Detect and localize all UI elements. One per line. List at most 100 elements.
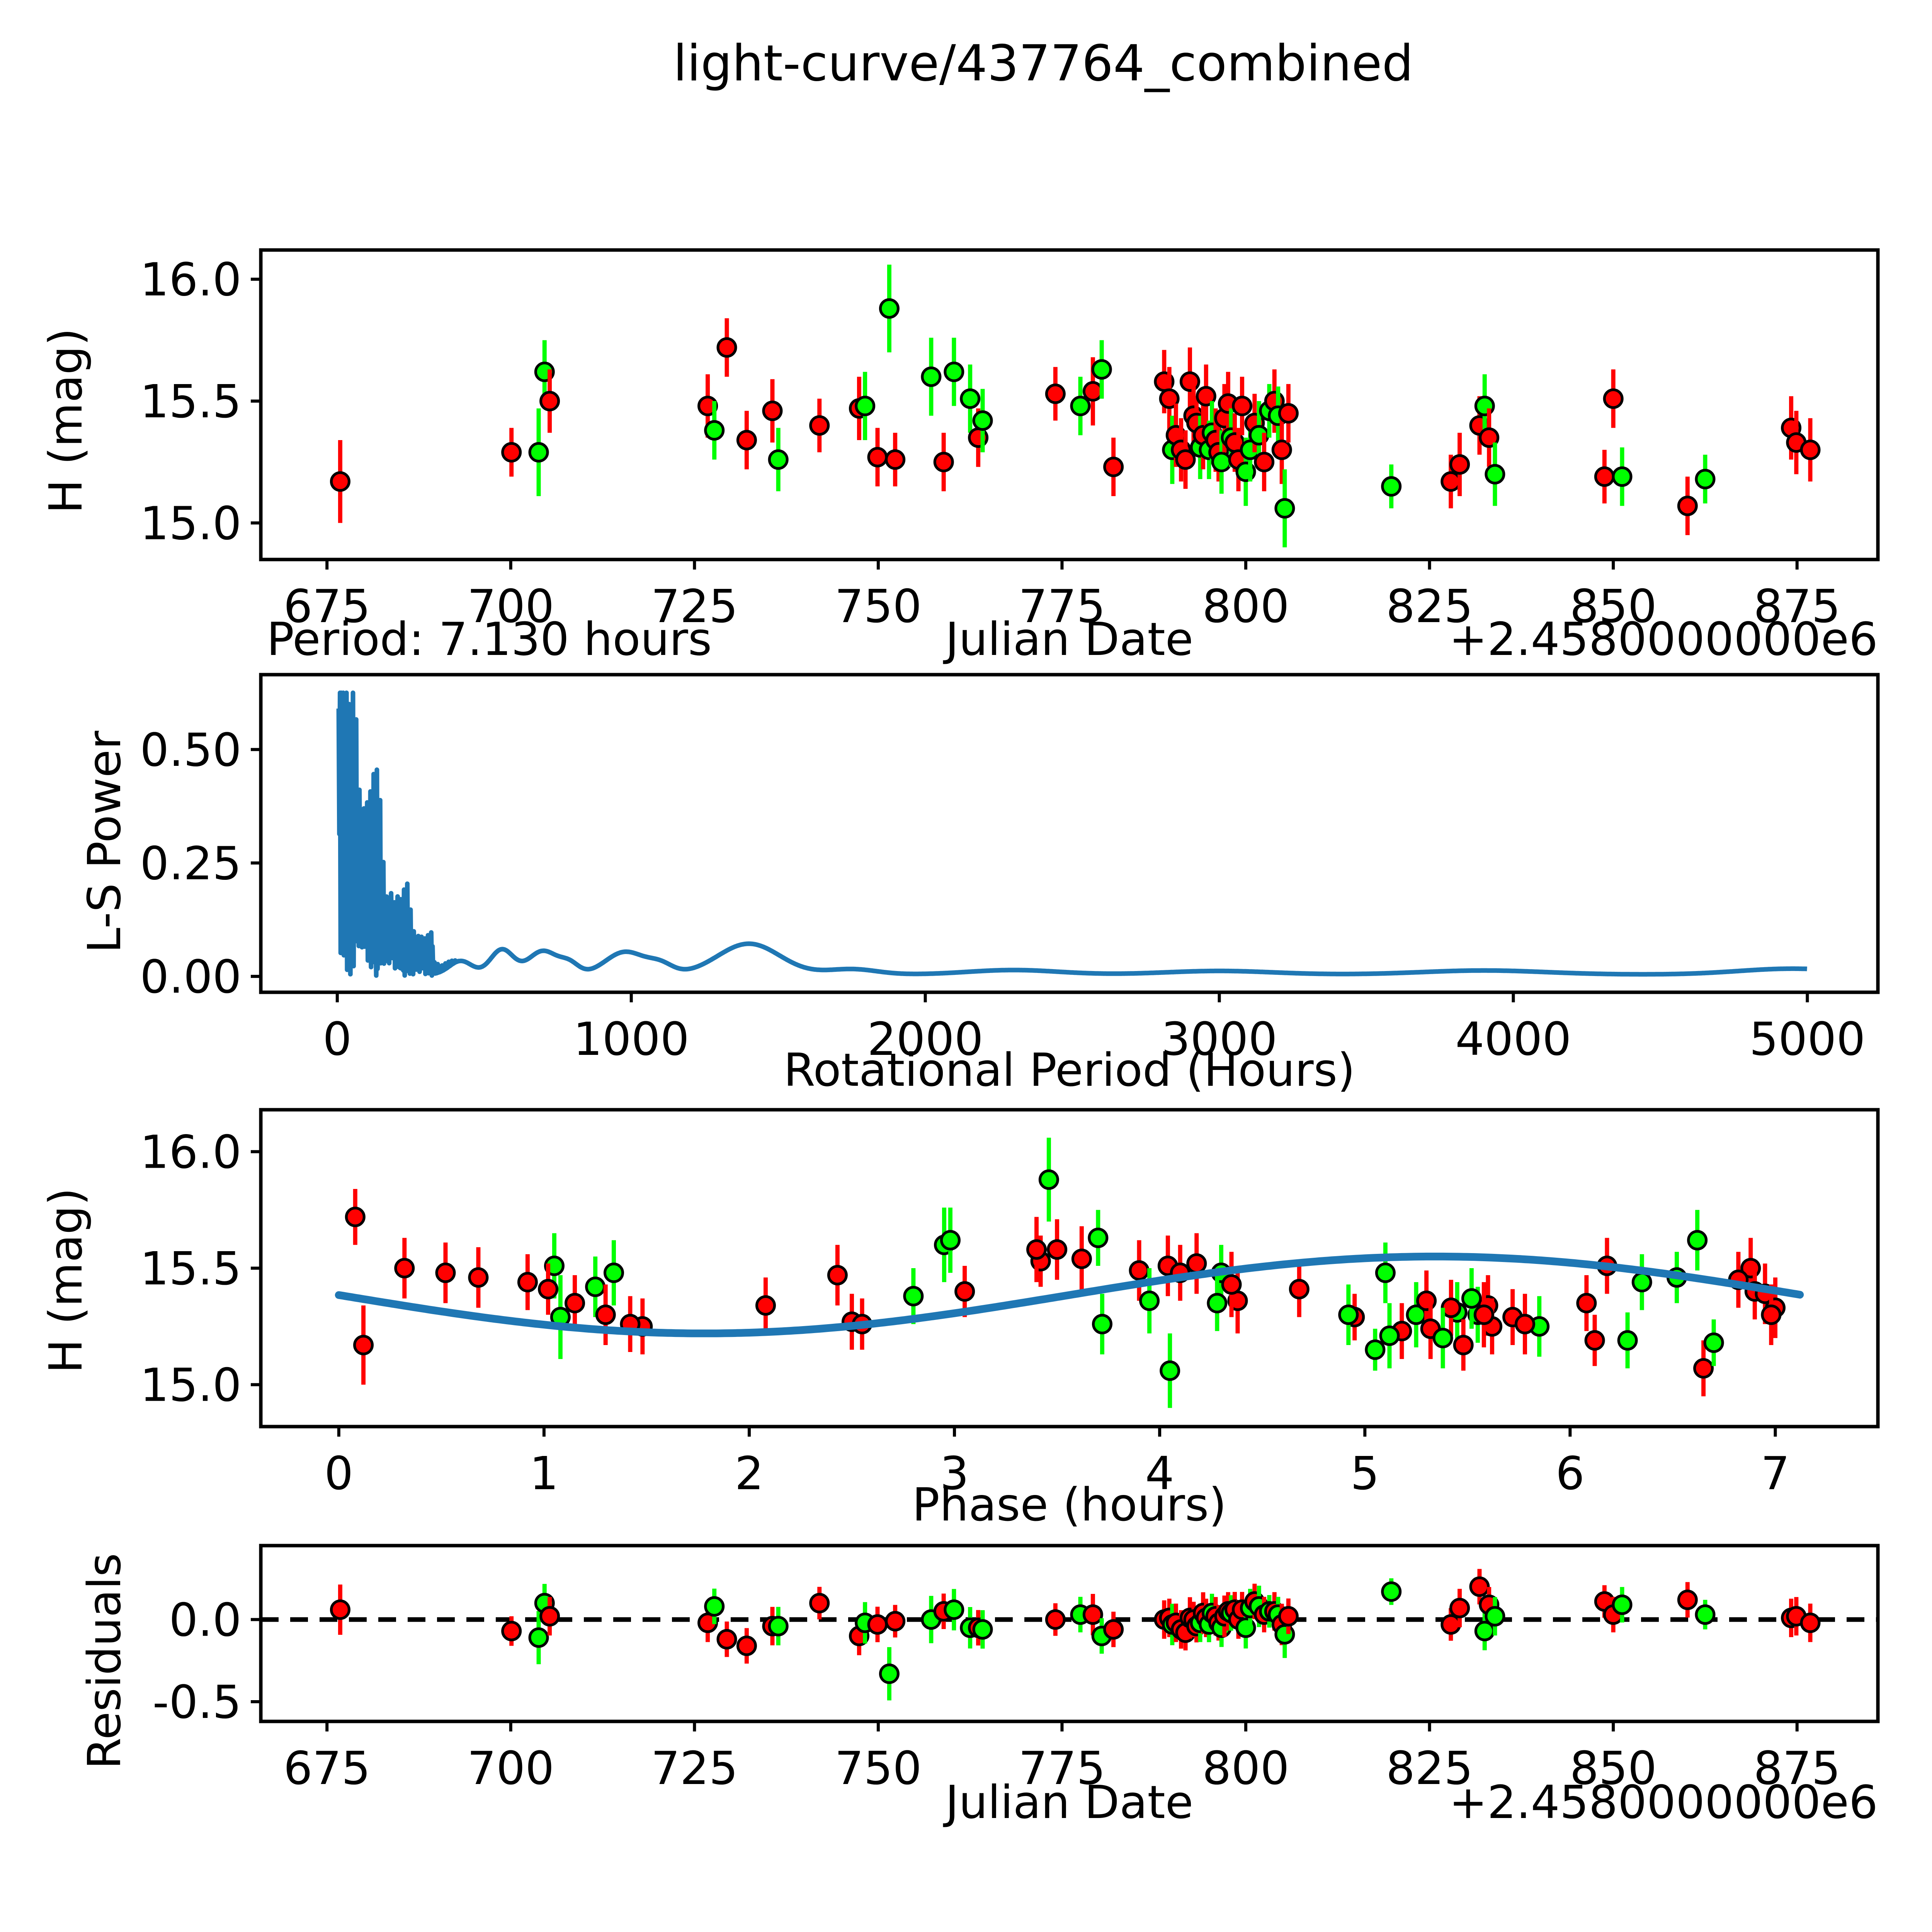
svg-text:5000: 5000 <box>1749 1012 1865 1066</box>
data-point <box>1091 359 1112 380</box>
svg-text:825: 825 <box>1386 580 1473 633</box>
data-point <box>885 1611 906 1632</box>
data-point <box>1365 1339 1386 1360</box>
svg-text:775: 775 <box>1019 1742 1105 1795</box>
periodogram-xlabel: Rotational Period (Hours) <box>783 1043 1355 1097</box>
data-point <box>716 1629 737 1650</box>
data-point <box>565 1293 585 1313</box>
data-point <box>716 337 737 358</box>
data-point <box>879 298 900 319</box>
data-point <box>1703 1332 1724 1353</box>
data-point <box>539 1606 560 1627</box>
svg-text:0.25: 0.25 <box>140 837 242 890</box>
data-point <box>867 447 888 468</box>
lightcurve-period-note: Period: 7.130 hours <box>267 612 712 666</box>
data-point <box>1196 386 1216 406</box>
data-point <box>933 452 954 473</box>
data-point <box>517 1272 538 1293</box>
data-point <box>903 1286 924 1306</box>
data-point <box>1381 476 1402 497</box>
data-point <box>768 449 789 470</box>
data-point <box>1612 1594 1633 1615</box>
svg-text:725: 725 <box>651 580 738 633</box>
svg-text:15.0: 15.0 <box>140 497 242 550</box>
svg-text:3000: 3000 <box>1161 1012 1277 1066</box>
svg-text:6: 6 <box>1556 1447 1585 1500</box>
data-point <box>1186 1253 1207 1274</box>
data-point <box>353 1335 374 1355</box>
svg-text:1000: 1000 <box>573 1012 689 1066</box>
svg-text:5: 5 <box>1350 1447 1379 1500</box>
data-point <box>1103 456 1124 477</box>
svg-text:7: 7 <box>1761 1447 1790 1500</box>
svg-text:725: 725 <box>651 1742 738 1795</box>
data-point <box>755 1295 776 1316</box>
data-point <box>855 396 876 417</box>
data-point <box>972 410 993 431</box>
data-point <box>1677 495 1698 516</box>
data-point <box>585 1276 606 1297</box>
data-point <box>1082 381 1103 402</box>
data-point <box>1631 1272 1652 1293</box>
data-point <box>940 1230 961 1251</box>
data-point <box>736 1635 757 1656</box>
data-point <box>1515 1314 1536 1335</box>
data-point <box>1211 452 1232 473</box>
data-point <box>1695 469 1716 490</box>
lightcurve-xlabel: Julian Date <box>945 612 1194 666</box>
data-point <box>1612 466 1633 487</box>
data-point <box>538 1279 559 1299</box>
data-point <box>1469 1576 1490 1597</box>
data-point <box>704 420 725 441</box>
data-point <box>1576 1293 1597 1313</box>
data-point <box>1695 1604 1716 1625</box>
data-point <box>1129 1260 1150 1281</box>
data-point <box>1375 1262 1396 1283</box>
svg-text:4: 4 <box>1145 1447 1174 1500</box>
data-point <box>1160 1360 1180 1381</box>
data-point <box>501 442 522 463</box>
svg-text:875: 875 <box>1753 580 1840 633</box>
svg-text:775: 775 <box>1019 580 1105 633</box>
data-point <box>1278 1606 1299 1627</box>
panel-periodogram: 0 1000 2000 3000 4000 5000 0.50 0.25 0.00 <box>140 673 1880 1066</box>
data-point <box>1038 1169 1059 1190</box>
data-point <box>768 1616 789 1636</box>
data-point <box>1045 1609 1066 1630</box>
svg-text:1: 1 <box>529 1447 558 1500</box>
sinusoid-fit-curve <box>335 1252 1804 1337</box>
svg-text:700: 700 <box>467 580 554 633</box>
data-point <box>394 1258 415 1279</box>
svg-text:2: 2 <box>735 1447 764 1500</box>
data-point <box>1449 454 1470 475</box>
data-point <box>1103 1619 1124 1640</box>
data-point <box>1139 1290 1160 1311</box>
svg-text:3: 3 <box>940 1447 969 1500</box>
data-point <box>528 442 549 463</box>
data-point <box>1274 498 1295 519</box>
data-point <box>704 1596 725 1617</box>
svg-text:750: 750 <box>835 580 922 633</box>
data-point <box>1603 388 1624 409</box>
data-point <box>1693 1358 1714 1379</box>
residuals-ylabel: Residuals <box>78 1553 131 1769</box>
svg-text:875: 875 <box>1753 1742 1840 1795</box>
data-point <box>1440 471 1461 492</box>
data-point <box>1381 1581 1402 1602</box>
data-point <box>1379 1325 1400 1346</box>
data-point <box>879 1663 900 1684</box>
data-point <box>1207 1293 1228 1313</box>
panel-residuals: 675 700 725 750 775 800 825 850 875 0.0 -0.5 <box>153 1544 1880 1795</box>
data-point <box>1440 1614 1461 1635</box>
data-point <box>1677 1589 1698 1610</box>
data-point <box>1274 1624 1295 1645</box>
svg-text:15.5: 15.5 <box>140 375 242 428</box>
data-point <box>1232 396 1253 417</box>
svg-text:16.0: 16.0 <box>140 253 242 306</box>
data-point <box>1800 1612 1821 1633</box>
data-point <box>960 388 981 409</box>
data-point <box>528 1627 549 1648</box>
data-point <box>468 1267 489 1288</box>
svg-text:2000: 2000 <box>867 1012 983 1066</box>
residuals-xoffset-label: +2.4580000000e6 <box>1449 1776 1878 1829</box>
